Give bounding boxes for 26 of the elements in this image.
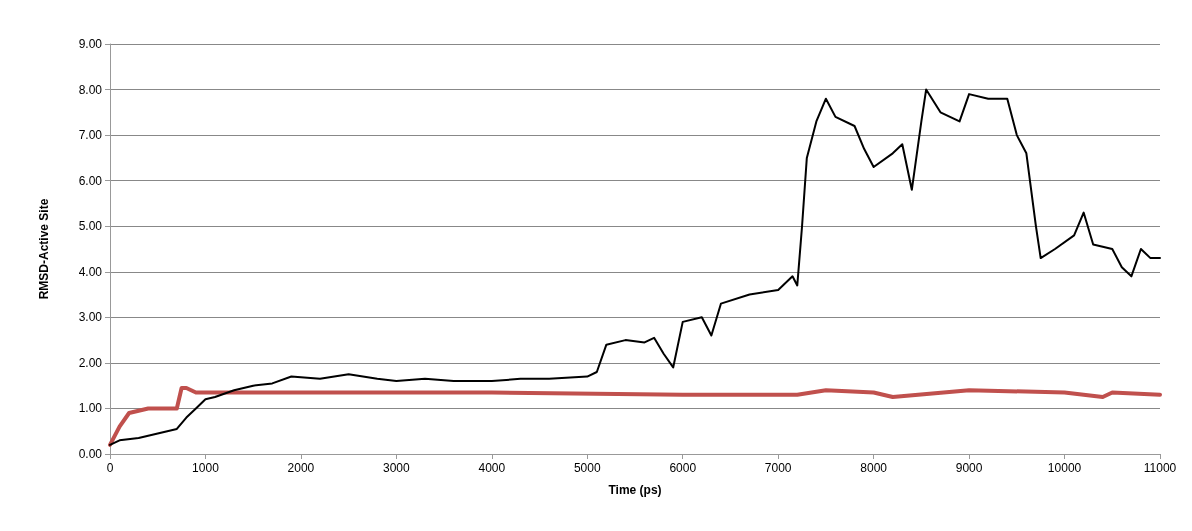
line-series [109, 88, 1161, 446]
y-tick-label: 5.00 [78, 219, 103, 234]
x-tick-label: 1000 [192, 461, 220, 475]
x-tick-label: 7000 [764, 461, 792, 475]
x-tick-label: 5000 [573, 461, 601, 475]
y-tick-label: 6.00 [78, 173, 103, 188]
y-tick-label: 0.00 [78, 447, 103, 461]
x-tick-label: 3000 [383, 461, 411, 475]
x-tick-label: 9000 [955, 461, 983, 475]
x-axis-title: Time (ps) [608, 483, 662, 497]
y-axis-title: RMSD-Active Site [37, 198, 51, 300]
x-tick-label: 6000 [669, 461, 697, 475]
y-tick-label: 4.00 [78, 264, 103, 279]
x-tick-label: 11000 [1143, 461, 1177, 475]
y-tick-label: 9.00 [78, 37, 103, 51]
y-tick-label: 7.00 [78, 128, 103, 143]
line-series [108, 385, 1162, 447]
x-tick-label: 2000 [287, 461, 315, 475]
x-tick-label: 0 [106, 461, 114, 475]
y-tick-label: 8.00 [78, 82, 103, 97]
x-tick-label: 8000 [860, 461, 888, 475]
y-tick-label: 2.00 [78, 355, 103, 370]
y-tick-label: 3.00 [78, 310, 103, 325]
y-tick-label: 1.00 [78, 401, 103, 416]
x-tick-label: 10000 [1047, 461, 1082, 475]
x-tick-label: 4000 [478, 461, 506, 475]
